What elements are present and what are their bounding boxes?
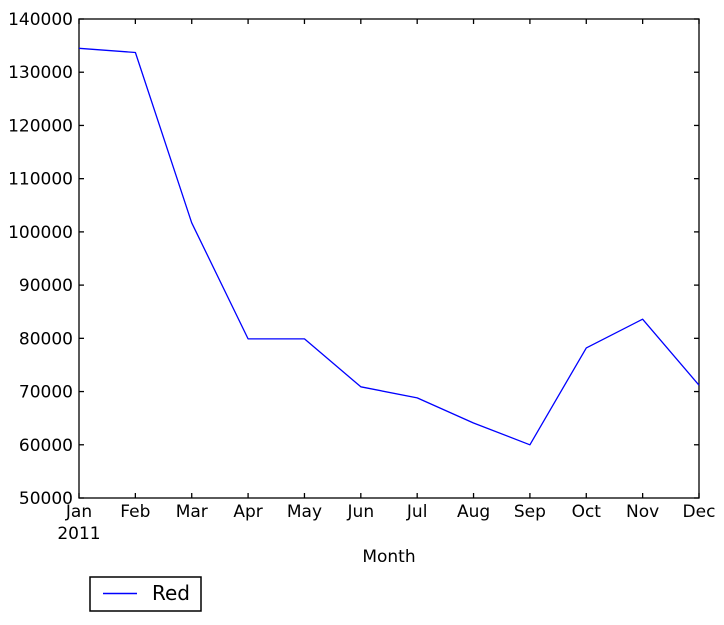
- y-tick-label: 50000: [19, 489, 73, 509]
- legend: Red: [89, 576, 202, 612]
- y-tick-label: 60000: [19, 436, 73, 456]
- y-tick-label: 70000: [19, 383, 73, 403]
- y-tick-label: 140000: [8, 10, 73, 30]
- x-tick-label: Apr: [233, 502, 262, 522]
- data-series: [78, 47, 700, 446]
- x-tick-label: Sep: [514, 502, 546, 522]
- x-tick-label: Mar: [176, 502, 208, 522]
- y-tick-label: 90000: [19, 276, 73, 296]
- y-tick-label: 130000: [8, 63, 73, 83]
- x-tick-label: May: [287, 502, 322, 522]
- y-tick-label: 80000: [19, 329, 73, 349]
- x-tick-label: Jan: [65, 502, 92, 522]
- x-tick-label: Nov: [626, 502, 659, 522]
- x-tick-label: Dec: [683, 502, 716, 522]
- plot-area-border: [78, 18, 700, 499]
- legend-series-label: Red: [152, 581, 190, 605]
- x-tick-label: Jul: [406, 502, 428, 522]
- x-tick-label: Jun: [347, 502, 375, 522]
- y-tick-label: 120000: [8, 116, 73, 136]
- x-tick-label: Feb: [120, 502, 150, 522]
- x-tick-year-label: 2011: [57, 524, 100, 544]
- y-tick-label: 100000: [8, 223, 73, 243]
- y-tick-label: 110000: [8, 170, 73, 190]
- x-tick-label: Aug: [457, 502, 490, 522]
- axis-ticks: [78, 18, 700, 499]
- x-axis-label: Month: [362, 547, 415, 567]
- data-line-red: [78, 47, 700, 446]
- x-tick-label: Oct: [572, 502, 602, 522]
- axis-tick-labels: 50000 60000 70000 80000 90000 100000 110000 120…: [8, 10, 715, 544]
